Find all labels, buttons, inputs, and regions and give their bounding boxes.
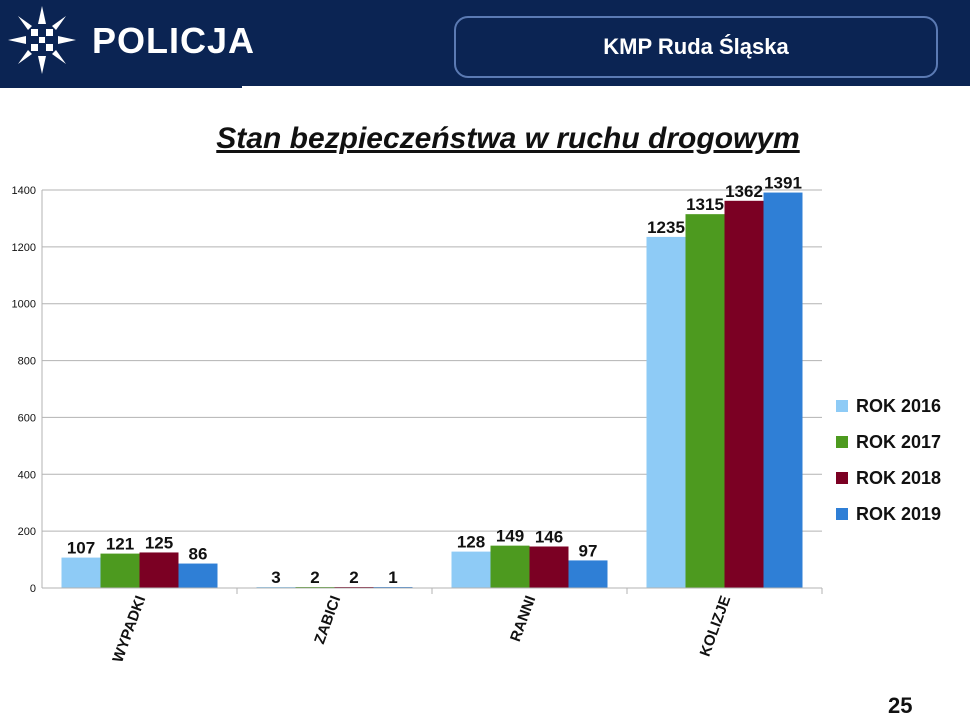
y-tick-label: 1000 [12,299,36,311]
category-label: WYPADKI [109,594,149,665]
data-label: 2 [310,568,319,587]
category-label: KOLIZJE [697,594,735,659]
data-label: 1391 [764,174,802,193]
bar [685,214,725,588]
bar [568,560,608,588]
y-tick-label: 600 [18,412,36,424]
category-label: RANNI [507,594,539,644]
legend-label: ROK 2019 [856,503,942,524]
y-tick-label: 1200 [12,242,36,254]
data-label: 107 [67,539,95,558]
y-tick-label: 0 [30,583,36,595]
y-tick-label: 400 [18,469,36,481]
data-label: 128 [457,533,485,552]
y-tick-label: 800 [18,356,36,368]
bar [490,545,530,588]
legend-swatch [836,400,848,412]
data-label: 1235 [647,218,685,237]
bar [529,546,569,588]
legend-item: ROK 2016 [836,388,941,424]
bar [139,552,179,588]
data-label: 97 [579,541,598,560]
brand-name: POLICJA [92,20,256,61]
category-label: ZABICI [311,594,344,647]
data-label: 3 [271,568,280,587]
header-bar: POLICJA KMP Ruda Śląska [0,0,970,86]
header-divider [0,86,242,88]
legend-item: ROK 2017 [836,424,941,460]
bar [178,563,218,588]
chart-legend: ROK 2016 ROK 2017 ROK 2018 ROK 2019 [836,388,941,532]
bar [724,200,764,588]
bar [451,551,491,588]
data-label: 121 [106,535,134,554]
legend-label: ROK 2018 [856,467,942,488]
chart-title: Stan bezpieczeństwa w ruchu drogowym [216,122,800,155]
data-label: 2 [349,568,358,587]
bar [763,192,803,588]
bar [61,557,101,588]
y-tick-label: 200 [18,526,36,538]
data-label: 149 [496,527,524,546]
bar-chart: 0 200 400 600 800 1000 1200 1400 107 121 125 86 WYPA… [12,174,823,665]
y-tick-label: 1400 [12,185,36,197]
legend-swatch [836,436,848,448]
data-label: 146 [535,527,563,546]
unit-label: KMP Ruda Śląska [454,16,938,78]
data-label: 125 [145,533,173,552]
police-star-icon [8,6,76,74]
bar [646,236,686,588]
data-label: 1 [388,568,397,587]
legend-swatch [836,472,848,484]
legend-item: ROK 2019 [836,496,941,532]
data-label: 86 [189,545,208,564]
bar [100,553,140,588]
legend-label: ROK 2017 [856,431,942,452]
page-number: 25 [888,693,913,718]
legend-label: ROK 2016 [856,395,942,416]
data-label: 1362 [725,182,763,201]
legend-swatch [836,508,848,520]
legend-item: ROK 2018 [836,460,941,496]
data-label: 1315 [686,195,724,214]
